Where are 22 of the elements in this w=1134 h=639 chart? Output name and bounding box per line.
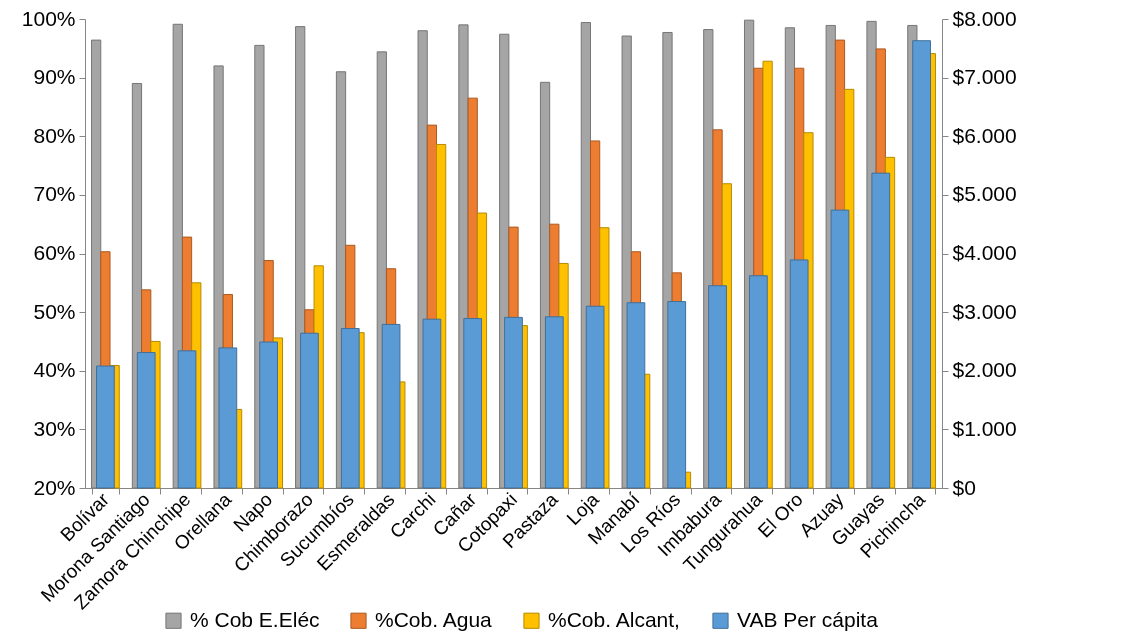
y-tick-label: 50%: [33, 299, 76, 323]
legend-label: % Cob E.Eléc: [190, 607, 320, 631]
y2-tick-label: $2.000: [952, 358, 1017, 382]
y2-tick-label: $1.000: [952, 416, 1017, 440]
y-tick-label: 20%: [33, 475, 76, 499]
y-tick-label: 100%: [21, 6, 76, 30]
y-tick-label: 40%: [33, 358, 76, 382]
legend-label: VAB Per cápita: [737, 607, 879, 631]
y2-tick-label: $7.000: [952, 65, 1017, 89]
y2-tick-label: $4.000: [952, 241, 1017, 264]
y2-tick-label: $3.000: [952, 299, 1017, 323]
y2-tick-label: $0: [952, 475, 976, 499]
y-tick-label: 90%: [33, 65, 76, 89]
legend-label: %Cob. Agua: [375, 607, 493, 631]
y-tick-label: 80%: [33, 123, 76, 147]
legend-label: %Cob. Alcant,: [548, 607, 680, 631]
y-tick-label: 60%: [33, 241, 76, 264]
y-tick-label: 70%: [33, 182, 76, 206]
y-tick-label: 30%: [33, 416, 76, 440]
y2-tick-label: $5.000: [952, 182, 1017, 206]
y2-tick-label: $6.000: [952, 123, 1017, 147]
y2-tick-label: $8.000: [952, 6, 1017, 30]
